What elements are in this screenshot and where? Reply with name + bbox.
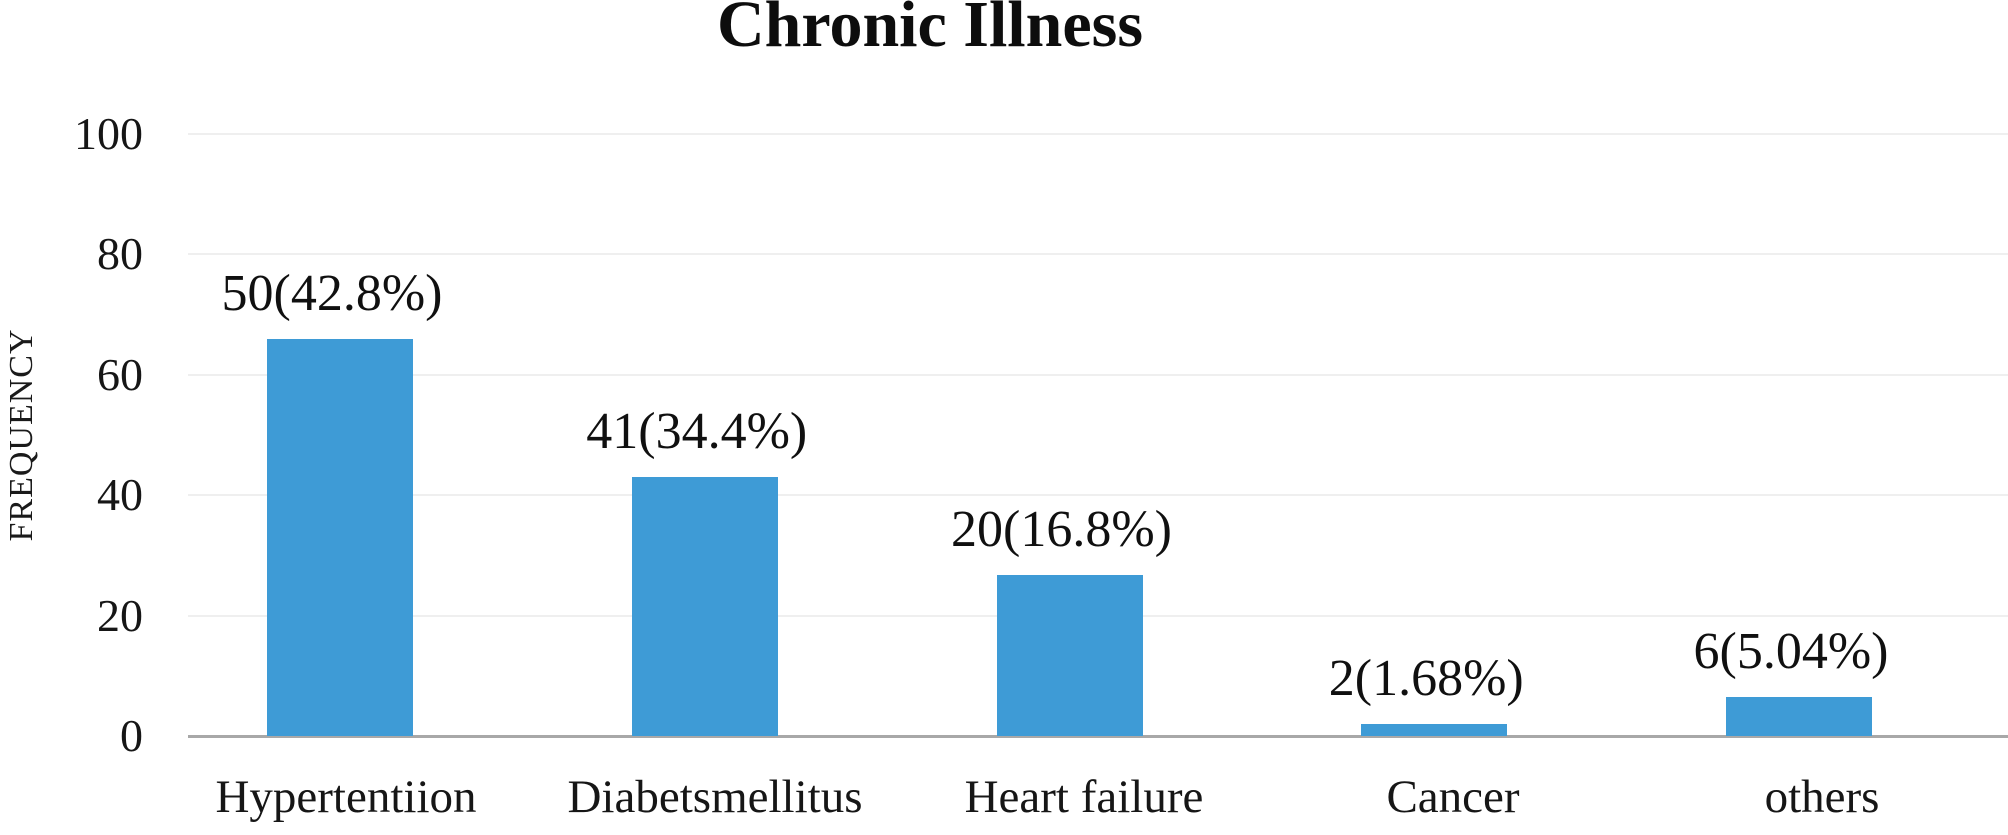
bar bbox=[267, 338, 413, 736]
bar-value-label: 41(34.4%) bbox=[586, 403, 808, 461]
x-axis-line bbox=[188, 735, 2008, 738]
gridline bbox=[188, 253, 2008, 256]
bar bbox=[631, 477, 778, 736]
gridline bbox=[188, 373, 2008, 376]
y-axis-tick-label: 20 bbox=[97, 589, 143, 641]
bar bbox=[996, 575, 1143, 736]
y-axis-tick-label: 100 bbox=[74, 108, 143, 159]
y-axis-tick-label: 40 bbox=[97, 469, 143, 521]
bar-value-label: 50(42.8%) bbox=[221, 264, 443, 322]
y-axis-tick-label: 60 bbox=[97, 348, 143, 400]
gridline bbox=[188, 494, 2008, 497]
bar-value-label: 2(1.68%) bbox=[1328, 649, 1524, 707]
y-axis-tick-label: 80 bbox=[97, 228, 143, 280]
y-axis-tick-label: 0 bbox=[120, 710, 143, 761]
gridline bbox=[188, 133, 2008, 135]
chart-title: Chronic Illness bbox=[716, 0, 1144, 61]
x-axis-category-label: Diabetsmellitus bbox=[567, 771, 863, 823]
bar-value-label: 20(16.8%) bbox=[951, 501, 1172, 559]
x-axis-category-label: Hypertentiion bbox=[215, 771, 477, 823]
bar bbox=[1726, 696, 1872, 736]
x-axis-category-label: Heart failure bbox=[964, 771, 1204, 823]
x-axis-category-label: Cancer bbox=[1386, 771, 1520, 823]
x-axis-category-label: others bbox=[1764, 771, 1880, 823]
bar-value-label: 6(5.04%) bbox=[1693, 622, 1889, 680]
bar bbox=[1361, 723, 1508, 736]
